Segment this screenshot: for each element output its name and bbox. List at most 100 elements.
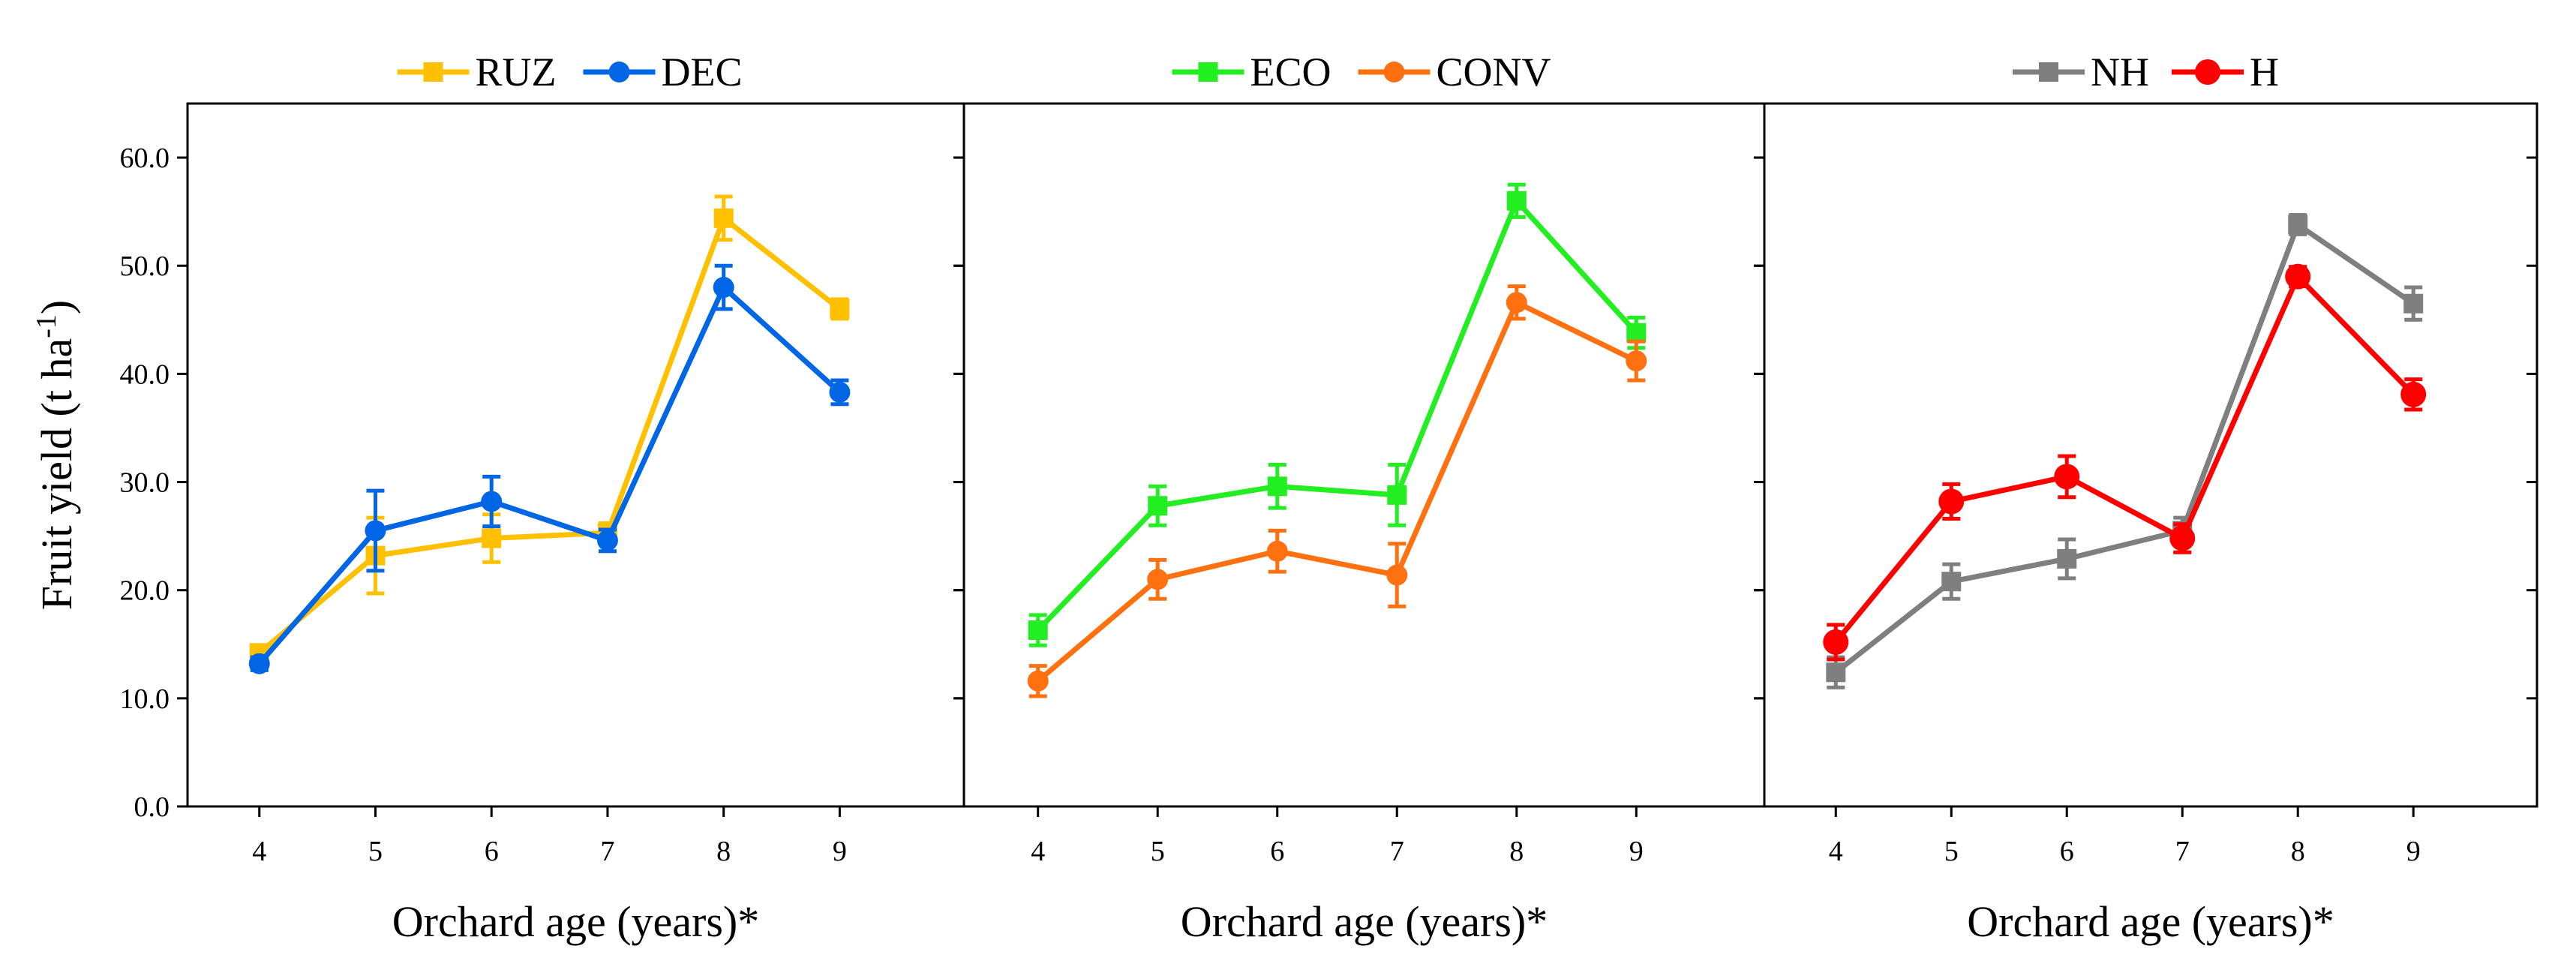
x-tick-label: 6	[2060, 836, 2074, 867]
x-tick-label: 6	[1270, 836, 1284, 867]
y-tick-label: 0.0	[134, 791, 170, 823]
series-line	[257, 284, 842, 666]
data-point	[2288, 215, 2308, 235]
legend: RUZ DEC	[397, 50, 743, 95]
series-line	[257, 215, 842, 655]
legend-label: NH	[2091, 50, 2149, 95]
data-point	[1387, 485, 1407, 505]
legend-marker	[423, 62, 443, 82]
x-tick-label: 9	[833, 836, 847, 867]
legend-marker	[2195, 59, 2220, 85]
y-tick-label: 30.0	[120, 467, 170, 499]
data-point	[1267, 476, 1287, 497]
y-tick-label: 50.0	[120, 251, 170, 282]
series-nh	[1826, 212, 2424, 689]
series-ruz	[249, 194, 850, 663]
y-tick-label: 40.0	[120, 359, 170, 390]
x-tick-label: 7	[2175, 836, 2190, 867]
data-point	[1626, 323, 1647, 343]
x-tick-label: 9	[1629, 836, 1644, 867]
legend: ECO CONV	[1172, 50, 1551, 95]
data-point	[2057, 548, 2077, 569]
x-tick-label: 5	[368, 836, 383, 867]
data-point	[481, 491, 503, 512]
data-point	[596, 530, 618, 551]
x-tick-label: 7	[1390, 836, 1404, 867]
legend-label: ECO	[1250, 50, 1332, 95]
data-point	[713, 208, 734, 228]
data-point	[1386, 564, 1408, 586]
x-tick-label: 9	[2406, 836, 2421, 867]
data-point	[1941, 572, 1962, 592]
data-point	[2169, 525, 2196, 551]
data-point	[829, 381, 851, 403]
data-point	[1626, 350, 1647, 372]
y-tick-label: 60.0	[120, 143, 170, 174]
series-eco	[1028, 182, 1647, 647]
x-tick-label: 4	[1829, 836, 1843, 867]
data-point	[248, 653, 270, 674]
data-point	[1028, 620, 1048, 641]
legend-label: CONV	[1437, 50, 1551, 95]
plot-frame	[186, 102, 965, 808]
panel-3: 4 5 6 7 8 9 Orchard age (years)* NH H	[1754, 50, 2538, 946]
x-tick-label: 4	[1031, 836, 1045, 867]
data-point	[1938, 488, 1965, 515]
x-tick-label: 5	[1944, 836, 1959, 867]
legend-marker	[2039, 62, 2058, 82]
x-tick-label: 8	[1509, 836, 1524, 867]
legend-item-dec: DEC	[583, 50, 743, 95]
data-point	[1823, 629, 1849, 655]
data-point	[1506, 191, 1527, 211]
x-tick-label: 5	[1151, 836, 1165, 867]
x-tick-label: 8	[716, 836, 731, 867]
series-line	[1036, 198, 1638, 632]
x-tick-label: 4	[252, 836, 266, 867]
x-tick-label: 8	[2291, 836, 2305, 867]
data-point	[1506, 292, 1527, 314]
series-dec	[248, 263, 851, 674]
data-point	[2400, 381, 2427, 407]
legend-item-h: H	[2172, 50, 2279, 95]
data-point	[482, 528, 502, 548]
legend-item-eco: ECO	[1172, 50, 1332, 95]
panel-1: 0.0 10.0 20.0 30.0 40.0 50.0 60.0 4 5 6 7 8 9 Orchard…	[31, 50, 965, 946]
legend-label: H	[2250, 50, 2279, 95]
data-point	[1027, 670, 1049, 692]
data-point	[2285, 263, 2311, 290]
plot-frame	[1763, 102, 2538, 808]
x-tick-label: 6	[485, 836, 499, 867]
plot-frame	[962, 102, 1766, 808]
legend-label: DEC	[662, 50, 743, 95]
legend-marker	[1198, 62, 1218, 82]
data-point	[1148, 496, 1168, 516]
panel-2: 4 5 6 7 8 9 Orchard age (years)* ECO CONV	[953, 50, 1766, 946]
data-point	[2054, 464, 2080, 490]
series-conv	[1027, 284, 1647, 698]
legend-label: RUZ	[476, 50, 557, 95]
data-point	[365, 520, 386, 542]
x-axis-title: Orchard age (years)*	[1181, 897, 1548, 946]
y-axis-title: Fruit yield (t ha-1)	[31, 300, 81, 610]
x-tick-label: 7	[600, 836, 614, 867]
data-point	[1826, 662, 1846, 683]
series-h	[1823, 263, 2427, 662]
data-point	[1266, 540, 1288, 562]
legend-marker	[608, 62, 630, 83]
legend-item-ruz: RUZ	[397, 50, 557, 95]
y-tick-label: 10.0	[120, 683, 170, 715]
data-point	[713, 277, 734, 299]
legend-item-nh: NH	[2013, 50, 2149, 95]
y-tick-label: 20.0	[120, 575, 170, 607]
data-point	[1147, 569, 1169, 590]
x-axis-title: Orchard age (years)*	[392, 897, 760, 946]
series-line	[1834, 221, 2415, 675]
series-line	[1833, 274, 2415, 644]
x-axis-title: Orchard age (years)*	[1967, 897, 2334, 946]
legend-item-conv: CONV	[1358, 50, 1551, 95]
legend: NH H	[2013, 50, 2279, 95]
legend-marker	[1383, 62, 1405, 83]
series-line	[1036, 299, 1638, 683]
